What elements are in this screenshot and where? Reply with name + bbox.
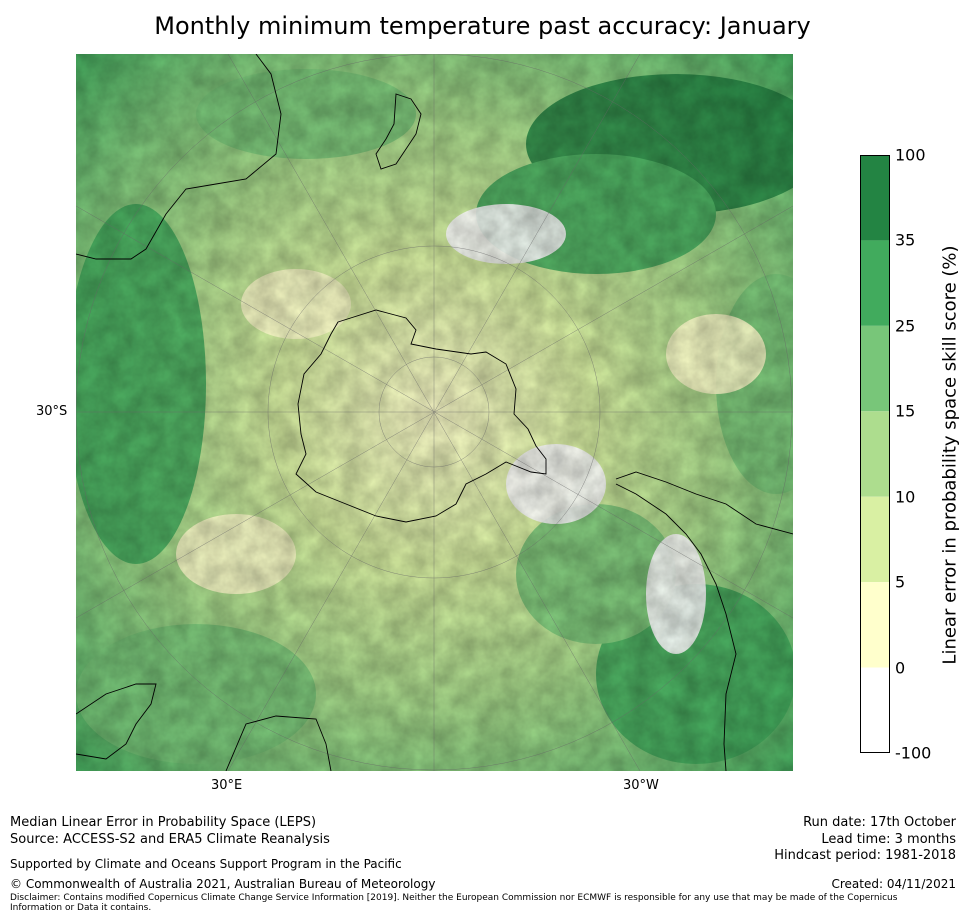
- chart-title: Monthly minimum temperature past accurac…: [154, 12, 811, 40]
- colorbar-tick-label: 25: [895, 316, 916, 336]
- colorbar-segment: [860, 496, 890, 583]
- colorbar-border: [860, 155, 890, 753]
- colorbar-segment: [860, 155, 890, 241]
- colorbar-segment: [860, 582, 890, 668]
- colorbar-tick-label: -100: [895, 743, 932, 763]
- skill-score-map: [76, 54, 793, 771]
- colorbar-segment: [860, 325, 890, 412]
- colorbar: [860, 155, 890, 753]
- colorbar-tick-label: 0: [895, 658, 906, 678]
- new-zealand-coastline: [375, 93, 422, 170]
- disclaimer-line-1: Disclaimer: Contains modified Copernicus…: [10, 893, 898, 903]
- lat-label-30s: 30°S: [36, 404, 68, 419]
- disclaimer-line-2: Information or Data it contains.: [10, 903, 152, 913]
- australia-coastline: [76, 54, 282, 260]
- lead-time: Lead time: 3 months: [821, 832, 956, 847]
- colorbar-segment: [860, 240, 890, 326]
- footer-support: Supported by Climate and Oceans Support …: [10, 857, 402, 871]
- lon-label-30e: 30°E: [211, 778, 243, 793]
- colorbar-tick-label: 15: [895, 401, 916, 421]
- created-date: Created: 04/11/2021: [831, 877, 956, 891]
- colorbar-tick-label: 35: [895, 230, 916, 250]
- hindcast-period: Hindcast period: 1981-2018: [774, 848, 956, 863]
- footer-leps: Median Linear Error in Probability Space…: [10, 815, 317, 830]
- run-date: Run date: 17th October: [803, 815, 956, 830]
- colorbar-title: Linear error in probability space skill …: [939, 245, 961, 665]
- colorbar-tick-label: 5: [895, 572, 906, 592]
- colorbar-segment: [860, 411, 890, 497]
- footer-disclaimer: Disclaimer: Contains modified Copernicus…: [10, 893, 955, 913]
- africa-coastline: [76, 683, 332, 771]
- south-america-coastline: [615, 471, 793, 771]
- colorbar-tick-label: 10: [895, 487, 916, 507]
- colorbar-segment: [860, 667, 890, 753]
- footer-copyright: © Commonwealth of Australia 2021, Austra…: [10, 877, 436, 891]
- graticule: [76, 54, 793, 771]
- colorbar-tick-label: 100: [895, 145, 926, 165]
- antarctica-coastline: [295, 309, 547, 523]
- lon-label-30w: 30°W: [623, 778, 659, 793]
- footer-source: Source: ACCESS-S2 and ERA5 Climate Reana…: [10, 832, 330, 847]
